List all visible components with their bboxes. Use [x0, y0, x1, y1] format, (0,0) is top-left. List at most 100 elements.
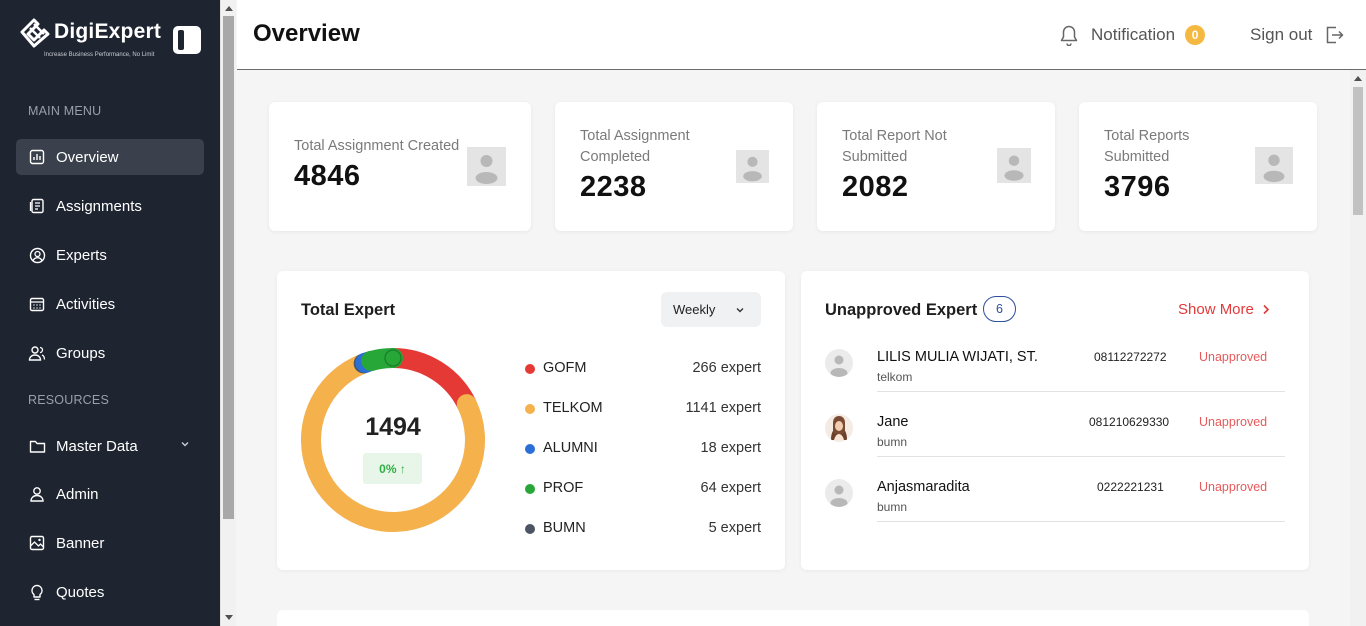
- person-icon: [28, 485, 46, 503]
- stat-card-report-not-submitted: Total Report Not Submitted 2082: [817, 102, 1055, 231]
- main-menu-heading: MAIN MENU: [28, 104, 102, 118]
- user-placeholder-icon: [736, 150, 769, 183]
- stat-value: 2082: [842, 171, 909, 203]
- folder-icon: [28, 437, 46, 455]
- stat-card-assignment-completed: Total Assignment Completed 2238: [555, 102, 793, 231]
- show-more-link[interactable]: Show More: [1178, 301, 1270, 318]
- legend-item-bumn: BUMN 5 expert: [525, 519, 761, 539]
- avatar: [825, 414, 853, 442]
- row-divider: [877, 521, 1285, 522]
- donut-segment-gofm[interactable]: [383, 348, 477, 415]
- sidebar-toggle-button[interactable]: [173, 26, 201, 54]
- sidebar-item-master-data[interactable]: Master Data: [16, 428, 204, 464]
- sidebar-item-admin[interactable]: Admin: [16, 476, 204, 512]
- main-scrollbar[interactable]: [1350, 70, 1366, 626]
- expert-phone: 0222221231: [1097, 480, 1164, 494]
- sidebar-item-banner[interactable]: Banner: [16, 525, 204, 561]
- sidebar-item-assignments[interactable]: Assignments: [16, 188, 204, 224]
- stat-value: 2238: [580, 171, 647, 203]
- legend-item-prof: PROF 64 expert: [525, 479, 761, 499]
- expert-row[interactable]: Anjasmaradita bumn 0222221231 Unapproved: [825, 471, 1285, 536]
- resources-heading: RESOURCES: [28, 393, 109, 407]
- signout-label: Sign out: [1250, 25, 1313, 44]
- scroll-down-icon[interactable]: [225, 615, 233, 620]
- period-select-value: Weekly: [673, 302, 716, 317]
- expert-name: LILIS MULIA WIJATI, ST.: [877, 349, 1038, 365]
- sidebar-item-label: Banner: [56, 534, 105, 552]
- stat-label: Total Reports Submitted: [1104, 128, 1190, 165]
- calendar-icon: [28, 295, 46, 313]
- donut-total: 1494: [365, 413, 421, 441]
- user-placeholder-icon: [997, 148, 1031, 183]
- chart-icon: [28, 148, 46, 166]
- scrollbar-thumb[interactable]: [223, 16, 234, 519]
- expert-row[interactable]: Jane bumn 081210629330 Unapproved: [825, 406, 1285, 471]
- stat-card-assignment-created: Total Assignment Created 4846: [269, 102, 531, 231]
- next-panel: [277, 610, 1309, 626]
- lightbulb-icon: [28, 583, 46, 601]
- chevron-right-icon: [1263, 304, 1270, 315]
- scrollbar-thumb[interactable]: [1353, 87, 1363, 215]
- sidebar: DigiExpert Increase Business Performance…: [0, 0, 220, 626]
- status-badge: Unapproved: [1199, 350, 1268, 364]
- logout-icon: [1327, 26, 1344, 44]
- sidebar-item-label: Experts: [56, 246, 107, 264]
- legend-count: 64 expert: [700, 480, 761, 496]
- status-badge: Unapproved: [1199, 415, 1268, 429]
- show-more-label: Show More: [1178, 301, 1254, 318]
- period-select[interactable]: Weekly: [661, 292, 761, 327]
- expert-phone: 08112272272: [1094, 350, 1167, 364]
- signout-button[interactable]: Sign out: [1250, 22, 1344, 48]
- sidebar-item-label: Quotes: [56, 583, 105, 601]
- stat-card-reports-submitted: Total Reports Submitted 3796: [1079, 102, 1317, 231]
- unapproved-expert-panel: Unapproved Expert 6 Show More LILIS MULI…: [801, 271, 1309, 570]
- sidebar-item-label: Groups: [56, 344, 106, 362]
- brand: DigiExpert Increase Business Performance…: [18, 14, 208, 64]
- expert-org: bumn: [877, 435, 908, 449]
- expert-donut-chart: [301, 348, 485, 532]
- legend-item-gofm: GOFM 266 expert: [525, 359, 761, 379]
- sidebar-item-activities[interactable]: Activities: [16, 286, 204, 322]
- sidebar-item-groups[interactable]: Groups: [16, 335, 204, 371]
- expert-org: telkom: [877, 370, 913, 384]
- donut-segment-telkom[interactable]: [301, 353, 485, 532]
- expert-row[interactable]: LILIS MULIA WIJATI, ST. telkom 081122722…: [825, 341, 1285, 406]
- scroll-up-icon[interactable]: [225, 6, 233, 11]
- panel-title: Total Expert: [301, 301, 396, 319]
- sidebar-item-experts[interactable]: Experts: [16, 237, 204, 273]
- sidebar-item-label: Overview: [56, 148, 119, 166]
- legend-name: PROF: [543, 480, 584, 496]
- chevron-down-icon: [736, 308, 744, 313]
- legend-name: GOFM: [543, 360, 587, 376]
- notification-label: Notification: [1091, 25, 1176, 44]
- page-title: Overview: [253, 20, 360, 47]
- user-circle-icon: [28, 246, 46, 264]
- document-icon: [28, 197, 46, 215]
- status-badge: Unapproved: [1199, 480, 1268, 494]
- notification-button[interactable]: Notification 0: [1059, 22, 1206, 48]
- total-expert-panel: Total Expert Weekly 1494 0% ↑ GOFM 266 e…: [277, 271, 785, 570]
- sidebar-item-label: Admin: [56, 485, 99, 503]
- top-header: Overview Notification 0 Sign out: [237, 0, 1366, 70]
- legend-dot: [525, 484, 535, 494]
- legend-item-alumni: ALUMNI 18 expert: [525, 439, 761, 459]
- stat-label: Total Report Not Submitted: [842, 128, 947, 165]
- user-placeholder-icon: [1255, 147, 1293, 184]
- scroll-up-icon[interactable]: [1354, 76, 1362, 81]
- legend-count: 1141 expert: [685, 400, 761, 416]
- legend-count: 266 expert: [692, 360, 761, 376]
- sidebar-item-quotes[interactable]: Quotes: [16, 574, 204, 610]
- stat-value: 3796: [1104, 171, 1171, 203]
- panel-title: Unapproved Expert: [825, 301, 978, 319]
- sidebar-item-overview[interactable]: Overview: [16, 139, 204, 175]
- group-icon: [28, 344, 46, 362]
- avatar-placeholder-icon: [825, 479, 853, 507]
- expert-org: bumn: [877, 500, 908, 514]
- legend-dot: [525, 444, 535, 454]
- sidebar-scrollbar[interactable]: [220, 0, 236, 626]
- stat-value: 4846: [294, 160, 361, 192]
- legend-count: 18 expert: [700, 440, 761, 456]
- bell-icon: [1060, 25, 1078, 46]
- legend-item-telkom: TELKOM 1141 expert: [525, 399, 761, 419]
- donut-segment-prof[interactable]: [361, 348, 403, 371]
